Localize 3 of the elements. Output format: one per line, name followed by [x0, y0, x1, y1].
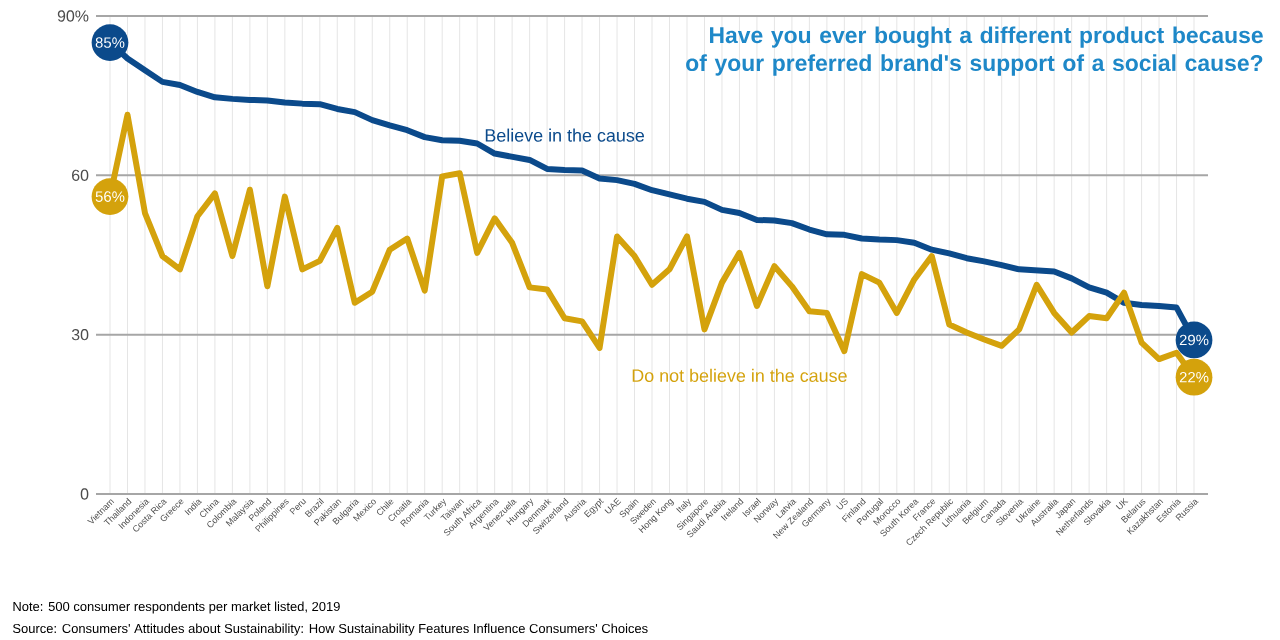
text: Have you ever bought a different product because of your preferred brand's support of a social cause? [686, 26, 1263, 76]
series-label: Do not believe in the cause [632, 368, 847, 382]
series-label: Believe in the cause [485, 128, 645, 142]
